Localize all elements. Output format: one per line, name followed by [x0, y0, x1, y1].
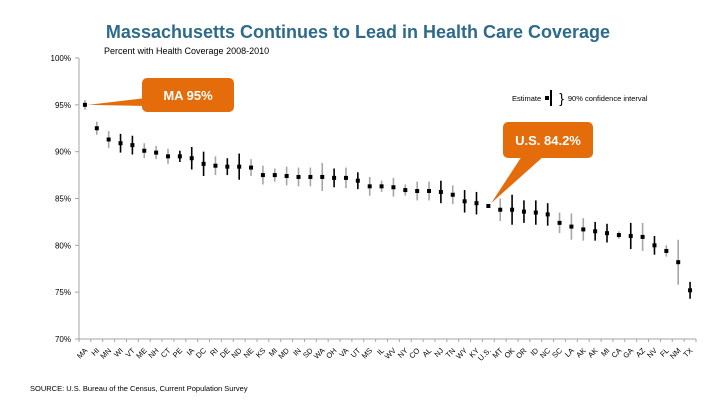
estimate-point — [118, 141, 123, 146]
estimate-point — [165, 154, 170, 159]
x-tick-label: MS — [360, 346, 374, 360]
estimate-points — [82, 102, 693, 293]
estimate-point — [628, 233, 633, 238]
estimate-point — [106, 137, 111, 142]
estimate-point — [450, 192, 455, 197]
estimate-point — [308, 174, 313, 179]
x-tick-label: OR — [514, 346, 529, 361]
estimate-point — [296, 174, 301, 179]
estimate-point — [225, 164, 230, 169]
y-tick-label: 95% — [55, 101, 71, 110]
estimate-point — [486, 203, 491, 208]
x-tick-label: NV — [645, 346, 659, 360]
estimate-point — [367, 184, 372, 189]
legend-marker-icon — [545, 90, 555, 106]
y-tick-label: 75% — [55, 288, 71, 297]
estimate-point — [533, 210, 538, 215]
x-axis-ticks — [78, 339, 697, 342]
callout-us: U.S. 84.2% — [503, 122, 593, 158]
estimate-point — [249, 165, 254, 170]
legend-estimate-label: Estimate — [512, 93, 542, 103]
source-note: SOURCE: U.S. Bureau of the Census, Curre… — [30, 384, 248, 393]
estimate-point — [391, 185, 396, 190]
estimate-point — [510, 207, 515, 212]
estimate-point — [94, 126, 99, 131]
estimate-point — [521, 209, 526, 214]
y-tick-label: 70% — [55, 335, 71, 344]
callout-ma-pointer — [87, 98, 146, 106]
x-tick-label: IA — [185, 346, 196, 357]
legend: Estimate } 90% confidence interval — [512, 90, 648, 106]
estimate-point — [557, 220, 562, 225]
estimate-point — [664, 248, 669, 253]
estimate-point — [142, 148, 147, 153]
estimate-point — [201, 161, 206, 166]
x-tick-label: TX — [681, 346, 694, 359]
y-tick-label: 100% — [51, 54, 71, 63]
estimate-point — [403, 188, 408, 193]
x-tick-label: CO — [407, 346, 421, 360]
estimate-point — [177, 154, 182, 159]
estimate-point — [237, 164, 242, 169]
x-tick-label: AK — [586, 346, 599, 359]
estimate-point — [82, 102, 87, 107]
estimate-point — [355, 178, 360, 183]
callout-ma: MA 95% — [142, 78, 234, 112]
x-tick-label: IN — [291, 346, 303, 358]
x-tick-label: IL — [375, 346, 386, 357]
x-tick-label: NM — [668, 346, 683, 361]
estimate-point — [474, 201, 479, 206]
estimate-point — [379, 184, 384, 189]
estimate-point — [640, 234, 645, 239]
estimate-point — [569, 224, 574, 229]
x-tick-label: MA — [75, 346, 89, 360]
estimate-point — [284, 174, 289, 179]
chart-subtitle: Percent with Health Coverage 2008-2010 — [104, 46, 270, 56]
x-tick-label: RI — [208, 346, 220, 358]
estimate-point — [427, 189, 432, 194]
estimate-point — [498, 207, 503, 212]
x-tick-label: PE — [171, 346, 184, 359]
legend-brace-icon: } — [559, 90, 564, 106]
estimate-point — [130, 143, 135, 148]
x-tick-label: HI — [90, 346, 102, 358]
estimate-point — [415, 189, 420, 194]
estimate-point — [272, 173, 277, 178]
estimate-point — [154, 150, 159, 155]
chart-title: Massachusetts Continues to Lead in Healt… — [105, 22, 611, 42]
y-tick-label: 90% — [55, 148, 71, 157]
callout-us-pointer — [491, 156, 544, 203]
estimate-point — [593, 229, 598, 234]
estimate-point — [581, 227, 586, 232]
confidence-intervals — [84, 100, 691, 299]
estimate-point — [213, 163, 218, 168]
estimate-point — [332, 175, 337, 180]
legend-interval-label: 90% confidence interval — [567, 93, 648, 103]
estimate-point — [260, 173, 265, 178]
estimate-point — [320, 174, 325, 179]
x-tick-label: OH — [324, 346, 338, 360]
x-tick-label: MD — [276, 346, 291, 361]
estimate-point — [545, 212, 550, 217]
estimate-point — [605, 231, 610, 236]
x-tick-label: DC — [194, 346, 208, 360]
x-tick-label: KS — [254, 346, 267, 359]
estimate-point — [438, 189, 443, 194]
callout-pointers — [87, 98, 544, 203]
y-tick-label: 85% — [55, 195, 71, 204]
estimate-point — [462, 199, 467, 204]
x-tick-label: MN — [98, 346, 113, 361]
y-tick-label: 80% — [55, 241, 71, 250]
estimate-point — [189, 156, 194, 161]
estimate-point — [343, 175, 348, 180]
y-axis-ticks: 70% 75% 80% 85% 90% 95% 100% — [51, 54, 79, 344]
estimate-point — [688, 288, 693, 293]
estimate-point — [676, 260, 681, 265]
estimate-point — [652, 243, 657, 248]
estimate-point — [616, 233, 621, 238]
